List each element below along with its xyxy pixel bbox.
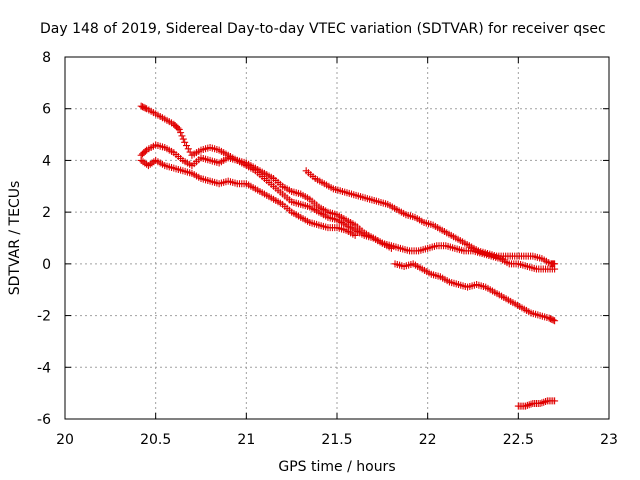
x-tick-label: 22: [419, 432, 437, 448]
data-point: [551, 397, 559, 405]
x-tick-label: 20.5: [140, 432, 171, 448]
data-point: [184, 145, 192, 153]
data-point: [551, 260, 559, 268]
series-track-3: [137, 156, 359, 239]
data-point: [181, 138, 189, 146]
data-points: [137, 102, 559, 410]
data-point: [351, 231, 359, 239]
y-tick-labels: -6 -4 -2 0 2 4 6 8: [37, 50, 51, 428]
x-tick-label: 20: [56, 432, 74, 448]
data-point: [178, 132, 186, 140]
y-tick-label: -6: [37, 412, 51, 428]
series-track-4: [302, 167, 559, 268]
data-point: [182, 142, 190, 150]
y-tick-label: 2: [42, 205, 51, 221]
x-tick-label: 21: [237, 432, 255, 448]
y-tick-label: -2: [37, 309, 51, 325]
chart-title: Day 148 of 2019, Sidereal Day-to-day VTE…: [40, 21, 606, 37]
x-tick-label: 21.5: [321, 432, 352, 448]
series-track-6: [514, 397, 559, 410]
data-point: [141, 147, 149, 155]
y-tick-label: 4: [42, 153, 51, 169]
y-tick-label: 0: [42, 257, 51, 273]
data-point: [175, 125, 183, 133]
grid: [65, 57, 609, 419]
data-point: [174, 124, 182, 132]
data-point: [540, 398, 548, 406]
x-tick-label: 23: [600, 432, 618, 448]
x-tick-labels: 20 20.5 21 21.5 22 22.5 23: [56, 432, 618, 448]
series-track-2: [137, 141, 559, 273]
data-point: [549, 316, 557, 324]
plot-frame: [64, 56, 610, 420]
y-tick-label: -4: [37, 360, 51, 376]
data-point: [551, 317, 559, 325]
data-point: [141, 104, 149, 112]
data-point: [177, 129, 185, 137]
data-point: [525, 401, 533, 409]
series-track-5: [391, 260, 559, 325]
y-tick-label: 8: [42, 50, 51, 66]
x-axis-label: GPS time / hours: [278, 459, 395, 475]
y-axis-label: SDTVAR / TECUs: [7, 181, 23, 296]
y-tick-label: 6: [42, 102, 51, 118]
data-point: [179, 135, 187, 143]
x-tick-label: 22.5: [503, 432, 534, 448]
